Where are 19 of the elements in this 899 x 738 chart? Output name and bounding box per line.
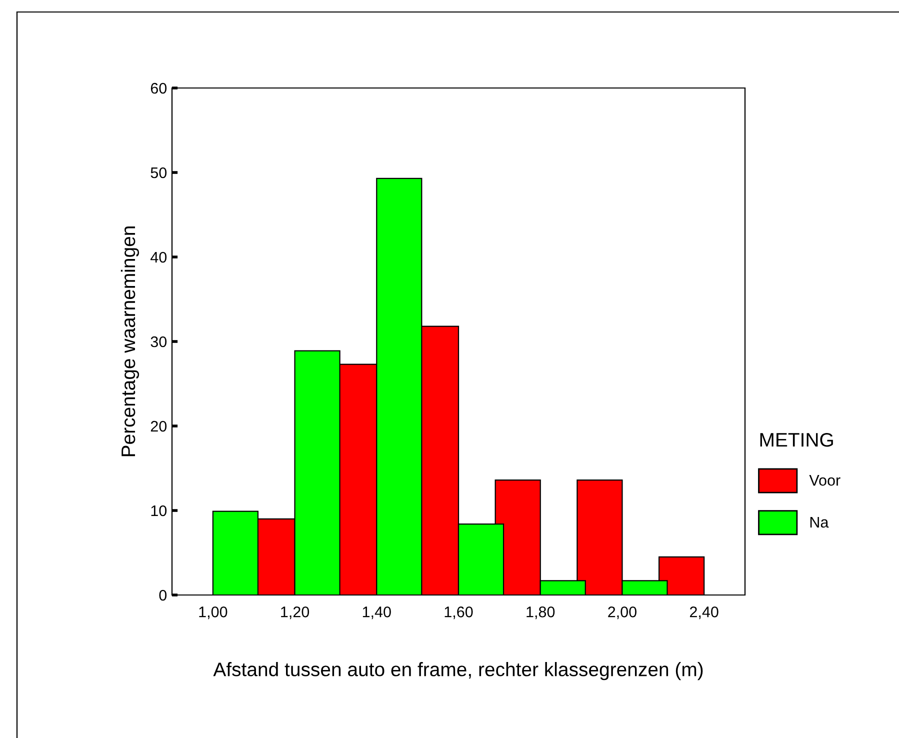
x-tick-label: 2,00: [608, 606, 636, 620]
y-tick-label: 50: [150, 167, 167, 178]
y-tick-label: 10: [151, 505, 167, 516]
y-tick-label: 40: [150, 252, 167, 263]
y-tick-label: 20: [150, 420, 167, 432]
x-tick-label: 2,40: [690, 606, 718, 620]
x-tick-label: 1,20: [281, 606, 310, 620]
y-tick-label: 30: [150, 336, 167, 348]
x-tick-label: 1,80: [526, 606, 555, 620]
x-tick-label: 1,60: [444, 606, 473, 620]
y-axis-title: Percentage waarnemingen: [120, 226, 140, 456]
y-tick-label: 0: [159, 590, 167, 601]
x-tick-label: 1,40: [362, 606, 391, 620]
legend-label: Voor: [809, 475, 840, 486]
y-tick-label: 60: [150, 82, 167, 94]
x-axis-title: Afstand tussen auto en frame, rechter klassegrenzen (m): [213, 662, 703, 680]
legend-label: Na: [810, 517, 829, 528]
x-tick-label: 1,00: [199, 606, 228, 620]
legend-title: METING: [760, 432, 833, 447]
